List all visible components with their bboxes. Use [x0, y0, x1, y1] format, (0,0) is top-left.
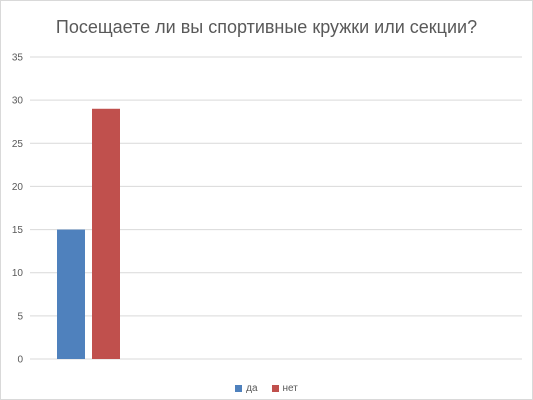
legend-swatch-da	[235, 385, 243, 392]
legend-item-da: да	[235, 383, 258, 394]
y-tick-label: 30	[12, 96, 24, 107]
y-tick-label: 10	[12, 268, 24, 279]
y-tick-label: 35	[12, 53, 24, 64]
y-tick-label: 5	[17, 311, 23, 322]
y-tick-label: 20	[12, 182, 24, 193]
bar-net	[92, 108, 120, 360]
legend-item-net: нет	[271, 383, 298, 394]
legend-swatch-net	[271, 385, 279, 392]
legend: да нет	[0, 383, 533, 394]
bar-da	[57, 229, 85, 359]
y-tick-label: 0	[17, 355, 23, 366]
y-tick-label: 15	[12, 225, 24, 236]
legend-label-da: да	[246, 383, 258, 394]
legend-label-net: нет	[282, 383, 298, 394]
chart-title: Посещаете ли вы спортивные кружки или се…	[55, 17, 478, 37]
y-tick-label: 25	[12, 139, 24, 150]
